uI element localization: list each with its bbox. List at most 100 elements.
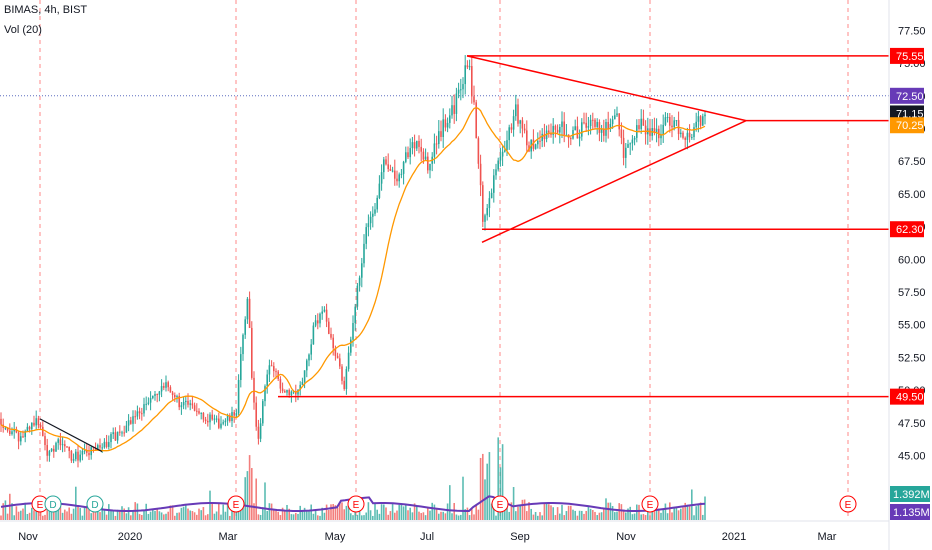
candle-body xyxy=(662,124,664,136)
candle-body xyxy=(53,448,55,452)
earnings-marker[interactable] xyxy=(839,495,857,513)
candle-body xyxy=(341,366,343,381)
candle-body xyxy=(444,119,447,128)
volume-bar xyxy=(325,504,328,520)
candle-body xyxy=(22,436,24,438)
candle-body xyxy=(468,66,471,68)
trend-line[interactable] xyxy=(39,418,103,453)
horizontal-levels[interactable] xyxy=(39,55,889,453)
volume-bar xyxy=(295,512,297,520)
volume-bar xyxy=(237,510,240,520)
volume-bar xyxy=(422,512,425,520)
volume-bar xyxy=(664,503,667,520)
volume-bar xyxy=(198,508,200,520)
volume-bar xyxy=(204,515,207,520)
candle-body xyxy=(127,420,130,426)
moving-average xyxy=(0,106,706,452)
candle-body xyxy=(644,125,647,135)
candle-body xyxy=(70,450,73,461)
volume-bar xyxy=(427,507,429,520)
volume-bar xyxy=(638,504,640,520)
candle-body xyxy=(686,132,689,140)
candle-body xyxy=(244,319,246,335)
candle-body xyxy=(453,105,455,114)
candle-body xyxy=(589,119,592,127)
volume-bar xyxy=(365,512,367,520)
candle-body xyxy=(515,104,517,117)
candle-body xyxy=(451,105,453,116)
volume-bar xyxy=(266,510,268,520)
volume-bar xyxy=(77,506,79,520)
volume-bar xyxy=(389,511,392,520)
volume-bar xyxy=(416,505,418,520)
volume-bar xyxy=(182,506,185,520)
dividend-marker[interactable] xyxy=(44,495,62,513)
volume-bar xyxy=(413,503,416,520)
volume-bar xyxy=(44,514,46,520)
volume-bar xyxy=(517,506,519,520)
volume-bar xyxy=(240,508,242,520)
volume-bar xyxy=(523,499,526,520)
earnings-marker[interactable] xyxy=(491,495,509,513)
candle-body xyxy=(429,163,431,171)
candle-body xyxy=(72,459,75,461)
volume-bar xyxy=(411,512,414,520)
candle-body xyxy=(237,379,240,414)
candle-body xyxy=(385,159,387,165)
candle-body xyxy=(704,114,706,117)
candle-body xyxy=(167,382,169,388)
volume-bar xyxy=(431,502,433,520)
candle-body xyxy=(691,137,693,139)
candle-body xyxy=(537,140,539,145)
volume-bar xyxy=(451,513,453,520)
candle-body xyxy=(180,405,183,408)
candle-body xyxy=(358,277,361,286)
volume-bar xyxy=(308,511,310,520)
candle-body xyxy=(541,133,543,142)
candle-body xyxy=(0,418,2,425)
earnings-marker[interactable] xyxy=(641,495,659,513)
triangle-upper[interactable] xyxy=(466,55,747,122)
candle-body xyxy=(328,321,330,334)
volume-bar xyxy=(662,509,664,520)
volume-bar xyxy=(275,510,277,520)
candle-body xyxy=(391,170,394,172)
volume-bar xyxy=(686,504,689,520)
volume-bar xyxy=(504,504,506,520)
volume-bar xyxy=(141,515,143,520)
earnings-marker[interactable] xyxy=(347,495,365,513)
candle-body xyxy=(44,436,46,446)
earnings-marker[interactable] xyxy=(227,495,245,513)
volume-bar xyxy=(363,515,365,520)
candle-body xyxy=(664,117,667,125)
candle-body xyxy=(682,132,684,138)
volume-bar xyxy=(11,503,13,520)
candle-body xyxy=(508,127,510,141)
candle-body xyxy=(233,412,235,416)
volume-bar xyxy=(495,515,497,520)
volume-bar xyxy=(284,510,286,520)
candle-body xyxy=(380,172,383,184)
y-tick-label: 60.00 xyxy=(898,254,926,266)
volume-bar xyxy=(143,509,145,520)
volume-bar xyxy=(306,511,308,520)
volume-bar xyxy=(620,504,623,520)
volume-bar xyxy=(138,514,141,520)
dividend-marker[interactable] xyxy=(86,495,104,513)
volume-bar xyxy=(532,514,535,520)
volume-bar xyxy=(46,502,48,520)
volume-bar xyxy=(457,515,460,520)
volume-bar xyxy=(704,496,706,520)
volume-bar xyxy=(207,514,209,520)
triangle-lower[interactable] xyxy=(481,119,747,243)
volume-bar xyxy=(108,504,110,520)
candle-body xyxy=(314,320,317,326)
volume-bar xyxy=(592,510,594,520)
volume-bar xyxy=(112,510,114,520)
volume-bar xyxy=(462,476,464,520)
candle-body xyxy=(163,386,165,388)
volume-bar xyxy=(512,487,515,520)
